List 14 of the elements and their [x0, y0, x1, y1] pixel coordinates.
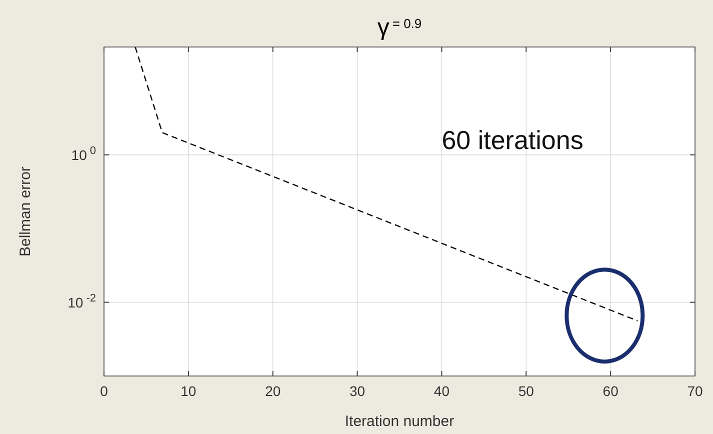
x-tick-label: 20 — [265, 383, 281, 399]
x-tick-label: 70 — [687, 383, 703, 399]
x-tick-label: 50 — [518, 383, 534, 399]
annotation: 60 iterations — [442, 124, 584, 155]
x-tick-label: 10 — [180, 383, 196, 399]
chart-title: γ$^{= 0.9}$ — [377, 14, 422, 41]
x-axis-title: Iteration number — [344, 413, 454, 430]
y-tick-label: 10$^{-2}$ — [68, 292, 96, 310]
x-tick-label: 0 — [100, 383, 108, 399]
x-tick-label: 60 — [602, 383, 619, 399]
y-axis-title: Bellman error — [17, 166, 34, 257]
x-tick-label: 40 — [434, 383, 450, 399]
x-tick-label: 30 — [349, 383, 366, 399]
y-tick-label: 10$^{0}$ — [71, 144, 96, 163]
